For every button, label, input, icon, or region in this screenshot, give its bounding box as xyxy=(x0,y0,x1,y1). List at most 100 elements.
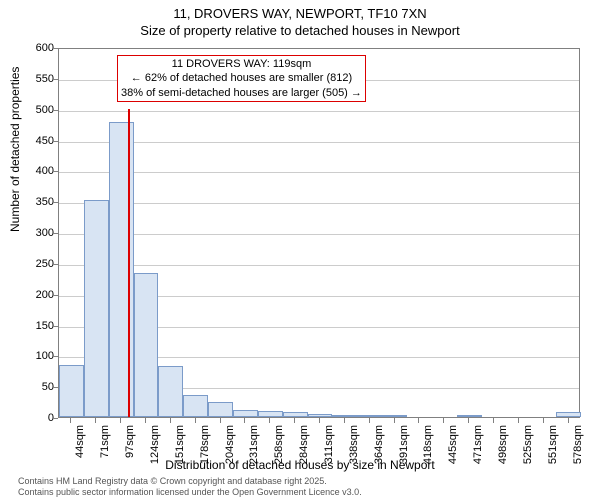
x-tick-label: 364sqm xyxy=(373,425,385,465)
y-tick xyxy=(53,110,58,111)
histogram-bar xyxy=(183,395,208,417)
gridline xyxy=(59,111,579,112)
x-tick-label: 498sqm xyxy=(497,425,509,465)
x-tick-label: 124sqm xyxy=(149,425,161,465)
x-tick-label: 284sqm xyxy=(298,425,310,465)
x-tick xyxy=(95,418,96,423)
annotation-line-1: 11 DROVERS WAY: 119sqm xyxy=(121,57,362,71)
gridline xyxy=(59,142,579,143)
y-tick xyxy=(53,326,58,327)
y-tick-label: 550 xyxy=(24,73,54,85)
y-tick-label: 350 xyxy=(24,196,54,208)
y-tick-label: 150 xyxy=(24,320,54,332)
x-tick xyxy=(244,418,245,423)
y-tick xyxy=(53,233,58,234)
histogram-bar xyxy=(84,200,109,417)
x-tick-label: 71sqm xyxy=(99,425,111,465)
x-tick xyxy=(344,418,345,423)
histogram-bar xyxy=(457,415,482,417)
histogram-bar xyxy=(283,412,308,417)
x-tick-label: 445sqm xyxy=(447,425,459,465)
histogram-bar xyxy=(382,415,407,417)
footer-line-1: Contains HM Land Registry data © Crown c… xyxy=(18,476,327,486)
y-tick-label: 250 xyxy=(24,258,54,270)
histogram-bar xyxy=(357,415,382,417)
histogram-bar xyxy=(308,414,333,417)
x-tick-label: 338sqm xyxy=(348,425,360,465)
histogram-bar xyxy=(556,412,581,417)
x-tick xyxy=(120,418,121,423)
y-tick xyxy=(53,171,58,172)
y-tick xyxy=(53,387,58,388)
y-tick-label: 0 xyxy=(24,412,54,424)
histogram-bar xyxy=(233,410,258,417)
x-tick-label: 231sqm xyxy=(248,425,260,465)
y-tick-label: 600 xyxy=(24,42,54,54)
y-tick-label: 200 xyxy=(24,289,54,301)
gridline xyxy=(59,203,579,204)
gridline xyxy=(59,234,579,235)
x-tick-label: 204sqm xyxy=(224,425,236,465)
x-tick xyxy=(369,418,370,423)
y-tick xyxy=(53,141,58,142)
x-tick-label: 471sqm xyxy=(472,425,484,465)
y-tick-label: 400 xyxy=(24,165,54,177)
y-tick-label: 50 xyxy=(24,381,54,393)
y-tick xyxy=(53,418,58,419)
histogram-bar xyxy=(258,411,283,417)
x-tick xyxy=(319,418,320,423)
y-tick xyxy=(53,48,58,49)
gridline xyxy=(59,265,579,266)
x-tick-label: 97sqm xyxy=(124,425,136,465)
annotation-box: 11 DROVERS WAY: 119sqm ← 62% of detached… xyxy=(117,55,366,102)
y-tick-label: 300 xyxy=(24,227,54,239)
x-tick xyxy=(70,418,71,423)
x-tick-label: 525sqm xyxy=(522,425,534,465)
x-tick-label: 551sqm xyxy=(547,425,559,465)
x-tick-label: 418sqm xyxy=(422,425,434,465)
x-tick-label: 178sqm xyxy=(199,425,211,465)
x-tick xyxy=(170,418,171,423)
histogram-bar xyxy=(134,273,159,417)
x-tick xyxy=(493,418,494,423)
histogram-bar xyxy=(208,402,233,417)
x-tick xyxy=(443,418,444,423)
chart-title-sub: Size of property relative to detached ho… xyxy=(0,21,600,38)
x-tick xyxy=(568,418,569,423)
annotation-line-3: 38% of semi-detached houses are larger (… xyxy=(121,86,362,100)
x-tick-label: 391sqm xyxy=(398,425,410,465)
chart-plot-area: 11 DROVERS WAY: 119sqm ← 62% of detached… xyxy=(58,48,580,418)
x-tick-label: 311sqm xyxy=(323,425,335,465)
y-tick xyxy=(53,356,58,357)
y-tick-label: 100 xyxy=(24,350,54,362)
y-tick xyxy=(53,79,58,80)
histogram-bar xyxy=(59,365,84,417)
x-tick xyxy=(195,418,196,423)
y-tick xyxy=(53,264,58,265)
reference-marker-line xyxy=(128,109,130,417)
x-tick xyxy=(468,418,469,423)
y-axis-label: Number of detached properties xyxy=(8,67,22,232)
x-tick xyxy=(418,418,419,423)
chart-title-main: 11, DROVERS WAY, NEWPORT, TF10 7XN xyxy=(0,0,600,21)
x-tick-label: 44sqm xyxy=(74,425,86,465)
footer-line-2: Contains public sector information licen… xyxy=(18,487,362,497)
x-tick xyxy=(518,418,519,423)
x-tick xyxy=(220,418,221,423)
y-tick xyxy=(53,202,58,203)
x-tick xyxy=(269,418,270,423)
y-tick-label: 500 xyxy=(24,104,54,116)
x-tick xyxy=(394,418,395,423)
annotation-line-2: ← 62% of detached houses are smaller (81… xyxy=(121,71,362,85)
y-tick xyxy=(53,295,58,296)
x-tick xyxy=(145,418,146,423)
gridline xyxy=(59,172,579,173)
x-tick-label: 151sqm xyxy=(174,425,186,465)
y-tick-label: 450 xyxy=(24,135,54,147)
x-tick xyxy=(294,418,295,423)
x-tick xyxy=(543,418,544,423)
histogram-bar xyxy=(158,366,183,417)
x-tick-label: 258sqm xyxy=(273,425,285,465)
histogram-bar xyxy=(332,415,357,417)
x-tick-label: 578sqm xyxy=(572,425,584,465)
